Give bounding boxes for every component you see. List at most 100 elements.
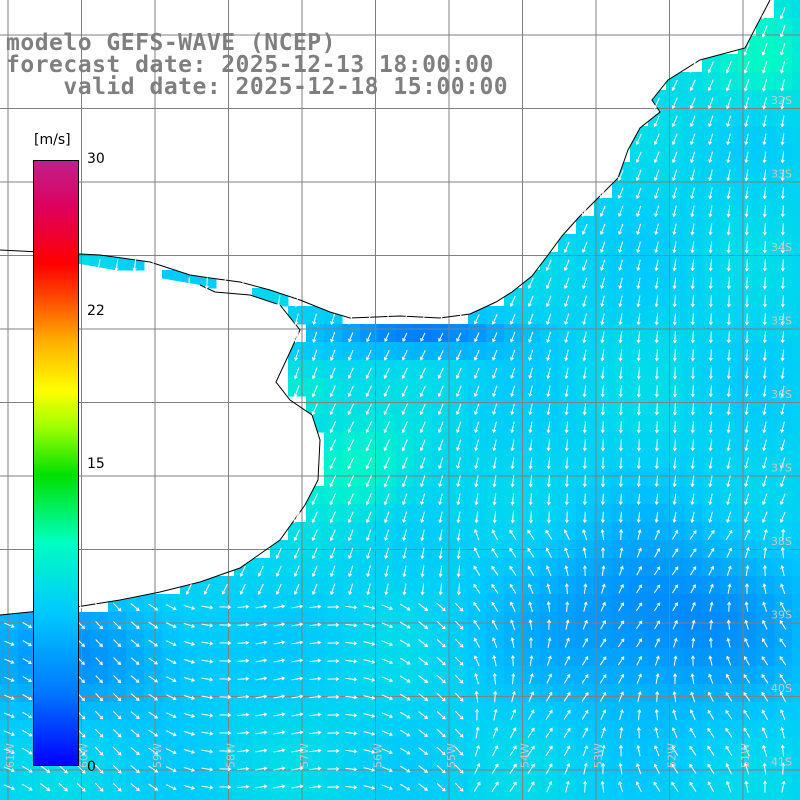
wind-cell xyxy=(738,468,757,487)
wind-cell xyxy=(774,648,793,667)
wind-cell xyxy=(162,702,181,721)
wind-cell xyxy=(612,630,631,649)
wind-cell xyxy=(90,702,109,721)
wind-cell xyxy=(720,648,739,667)
wind-cell xyxy=(594,648,613,667)
wind-cell xyxy=(702,756,721,775)
wind-cell xyxy=(540,324,559,343)
wind-cell xyxy=(432,774,451,793)
wind-cell xyxy=(774,72,793,91)
wind-cell xyxy=(90,612,109,631)
wind-cell xyxy=(270,738,289,757)
wind-cell xyxy=(144,648,163,667)
wind-cell xyxy=(792,558,800,577)
wind-cell xyxy=(792,198,800,217)
wind-cell xyxy=(522,324,541,343)
wind-cell xyxy=(576,630,595,649)
wind-cell xyxy=(648,216,667,235)
wind-cell xyxy=(702,126,721,145)
wind-cell xyxy=(306,360,325,379)
wind-cell xyxy=(54,774,73,793)
wind-cell xyxy=(198,738,217,757)
wind-cell xyxy=(576,666,595,685)
wind-cell xyxy=(612,792,631,800)
wind-cell xyxy=(396,720,415,739)
wind-cell xyxy=(720,792,739,800)
wind-cell xyxy=(792,684,800,703)
wind-cell xyxy=(684,90,703,109)
wind-cell xyxy=(630,234,649,253)
wind-cell xyxy=(486,522,505,541)
wind-cell xyxy=(90,630,109,649)
wind-cell xyxy=(432,378,451,397)
wind-cell xyxy=(792,216,800,235)
wind-cell xyxy=(468,432,487,451)
wind-cell xyxy=(126,792,145,800)
wind-cell xyxy=(378,486,397,505)
wind-cell xyxy=(378,576,397,595)
wind-arrow xyxy=(95,603,102,611)
wind-cell xyxy=(792,432,800,451)
wind-cell xyxy=(324,792,343,800)
wind-cell xyxy=(774,630,793,649)
wind-cell xyxy=(450,342,469,361)
wind-cell xyxy=(396,648,415,667)
wind-cell xyxy=(126,702,145,721)
wind-cell xyxy=(162,684,181,703)
wind-cell xyxy=(306,648,325,667)
wind-cell xyxy=(216,630,235,649)
wind-cell xyxy=(432,666,451,685)
wind-cell xyxy=(342,738,361,757)
wind-cell xyxy=(108,738,127,757)
colorbar-tick-15: 15 xyxy=(87,456,105,472)
wind-cell xyxy=(306,630,325,649)
wind-cell xyxy=(108,648,127,667)
wind-cell xyxy=(216,576,235,595)
wind-cell xyxy=(540,342,559,361)
wind-cell xyxy=(288,630,307,649)
wind-cell xyxy=(234,684,253,703)
wind-cell xyxy=(414,522,433,541)
wind-cell xyxy=(432,648,451,667)
wind-cell xyxy=(792,144,800,163)
wind-cell xyxy=(576,270,595,289)
wind-cell xyxy=(198,666,217,685)
wind-cell xyxy=(180,774,199,793)
wind-cell xyxy=(666,216,685,235)
wind-cell xyxy=(684,108,703,127)
wind-cell xyxy=(306,594,325,613)
wind-cell xyxy=(450,792,469,800)
wind-cell xyxy=(648,612,667,631)
wind-cell xyxy=(720,90,739,109)
wind-cell xyxy=(432,702,451,721)
wind-cell xyxy=(252,684,271,703)
wind-cell xyxy=(342,720,361,739)
wind-cell xyxy=(432,684,451,703)
wind-cell xyxy=(144,666,163,685)
wind-cell xyxy=(756,108,775,127)
wind-cell xyxy=(306,684,325,703)
wind-cell xyxy=(270,756,289,775)
wind-cell xyxy=(198,756,217,775)
wind-cell xyxy=(198,612,217,631)
wind-cell xyxy=(324,360,343,379)
wind-cell xyxy=(468,414,487,433)
wind-cell xyxy=(252,558,271,577)
wind-cell xyxy=(396,594,415,613)
wind-cell xyxy=(720,108,739,127)
wind-cell xyxy=(738,792,757,800)
wind-cell xyxy=(234,792,253,800)
wind-cell xyxy=(216,720,235,739)
wind-cell xyxy=(684,180,703,199)
wind-cell xyxy=(198,774,217,793)
wind-cell xyxy=(180,630,199,649)
wind-cell xyxy=(396,702,415,721)
wind-cell xyxy=(180,738,199,757)
wind-cell xyxy=(414,378,433,397)
wind-cell xyxy=(288,648,307,667)
wind-cell xyxy=(342,666,361,685)
wind-cell xyxy=(144,792,163,800)
wind-cell xyxy=(378,630,397,649)
wind-cell xyxy=(450,414,469,433)
wind-cell xyxy=(126,684,145,703)
